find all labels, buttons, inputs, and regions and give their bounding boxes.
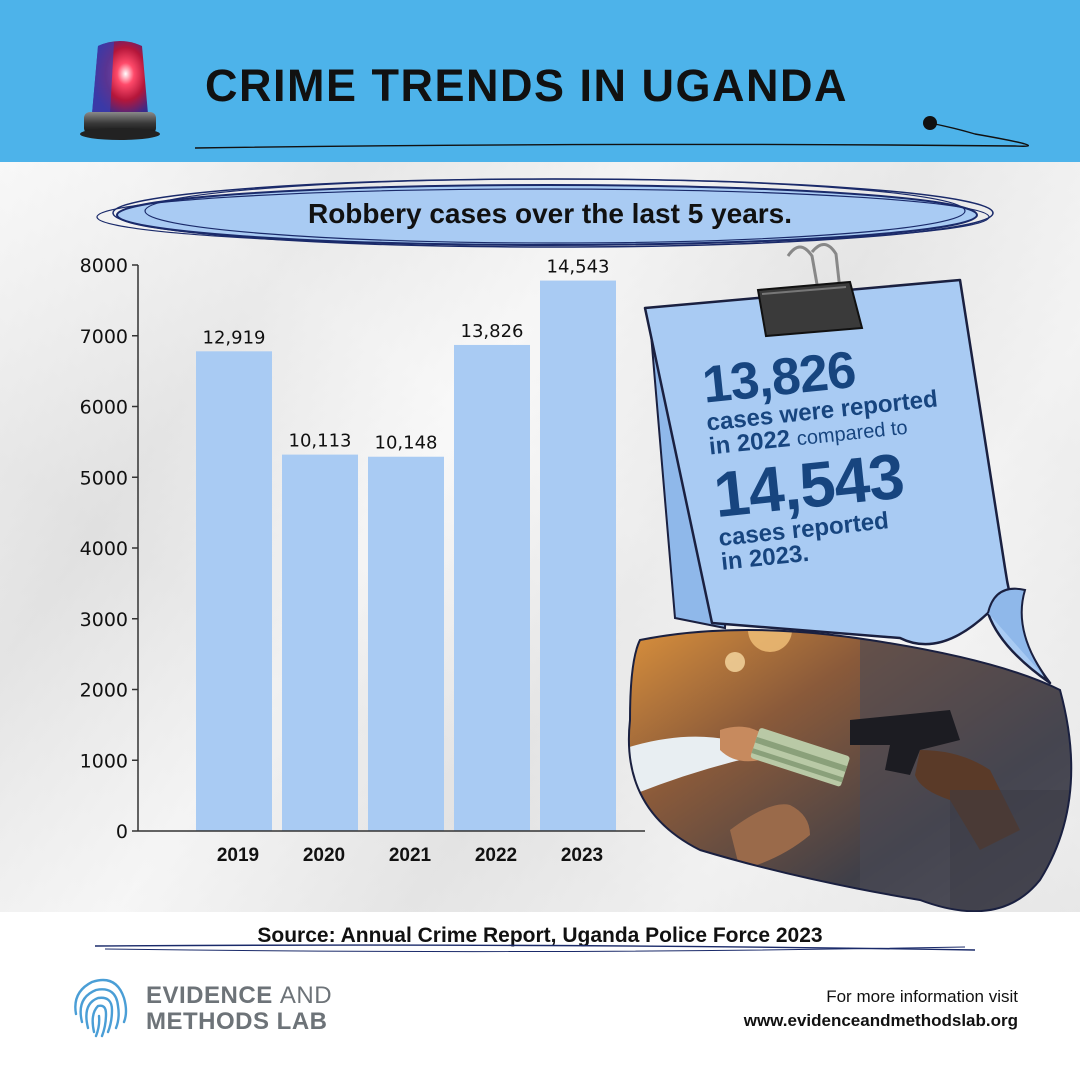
y-tick-label-1000: 1000	[80, 750, 128, 772]
x-tick-label-2021: 2021	[389, 845, 432, 866]
source-text: Source: Annual Crime Report, Uganda Poli…	[257, 924, 823, 947]
data-label-2021: 10,148	[375, 433, 438, 454]
y-tick-label-7000: 7000	[80, 326, 128, 348]
x-tick-label-2022: 2022	[475, 845, 517, 866]
page-title: CRIME TRENDS IN UGANDA	[205, 60, 849, 111]
bar-2023	[540, 280, 616, 831]
more-info-label: For more information visit	[826, 987, 1018, 1006]
subtitle-pill	[96, 178, 994, 248]
header-underline	[195, 116, 1029, 149]
x-tick-label-2023: 2023	[561, 845, 603, 866]
website-link[interactable]: www.evidenceandmethodslab.org	[743, 1011, 1018, 1030]
y-tick-label-2000: 2000	[80, 680, 128, 702]
note-card	[643, 243, 1052, 685]
bar-2022	[454, 344, 530, 831]
bar-2021	[368, 456, 444, 831]
y-tick-label-5000: 5000	[80, 467, 128, 489]
y-tick-label-8000: 8000	[80, 255, 128, 277]
bar-2020	[282, 454, 358, 831]
data-label-2019: 12,919	[203, 327, 266, 348]
siren-icon	[80, 41, 160, 140]
logo-text: EVIDENCE AND METHODS LAB	[146, 982, 333, 1035]
bar-2019	[196, 351, 272, 831]
data-label-2022: 13,826	[461, 321, 524, 342]
data-label-2020: 10,113	[289, 431, 352, 452]
y-tick-label-3000: 3000	[80, 609, 128, 631]
x-tick-label-2020: 2020	[303, 845, 345, 866]
y-tick-label-4000: 4000	[80, 538, 128, 560]
data-label-2023: 14,543	[547, 257, 610, 278]
y-tick-label-6000: 6000	[80, 397, 128, 419]
source-underline	[95, 944, 975, 953]
chart-subtitle: Robbery cases over the last 5 years.	[307, 198, 793, 229]
note-text: 13,826 cases were reported in 2022 compa…	[700, 330, 1011, 576]
header-banner: CRIME TRENDS IN UGANDA	[0, 0, 1080, 162]
robbery-photo	[627, 629, 1073, 912]
more-info: For more information visit www.evidencea…	[744, 985, 1018, 1033]
y-tick-label-0: 0	[116, 821, 128, 843]
binder-clip-icon	[756, 243, 864, 338]
x-tick-label-2019: 2019	[217, 845, 259, 866]
fingerprint-icon	[74, 978, 128, 1038]
